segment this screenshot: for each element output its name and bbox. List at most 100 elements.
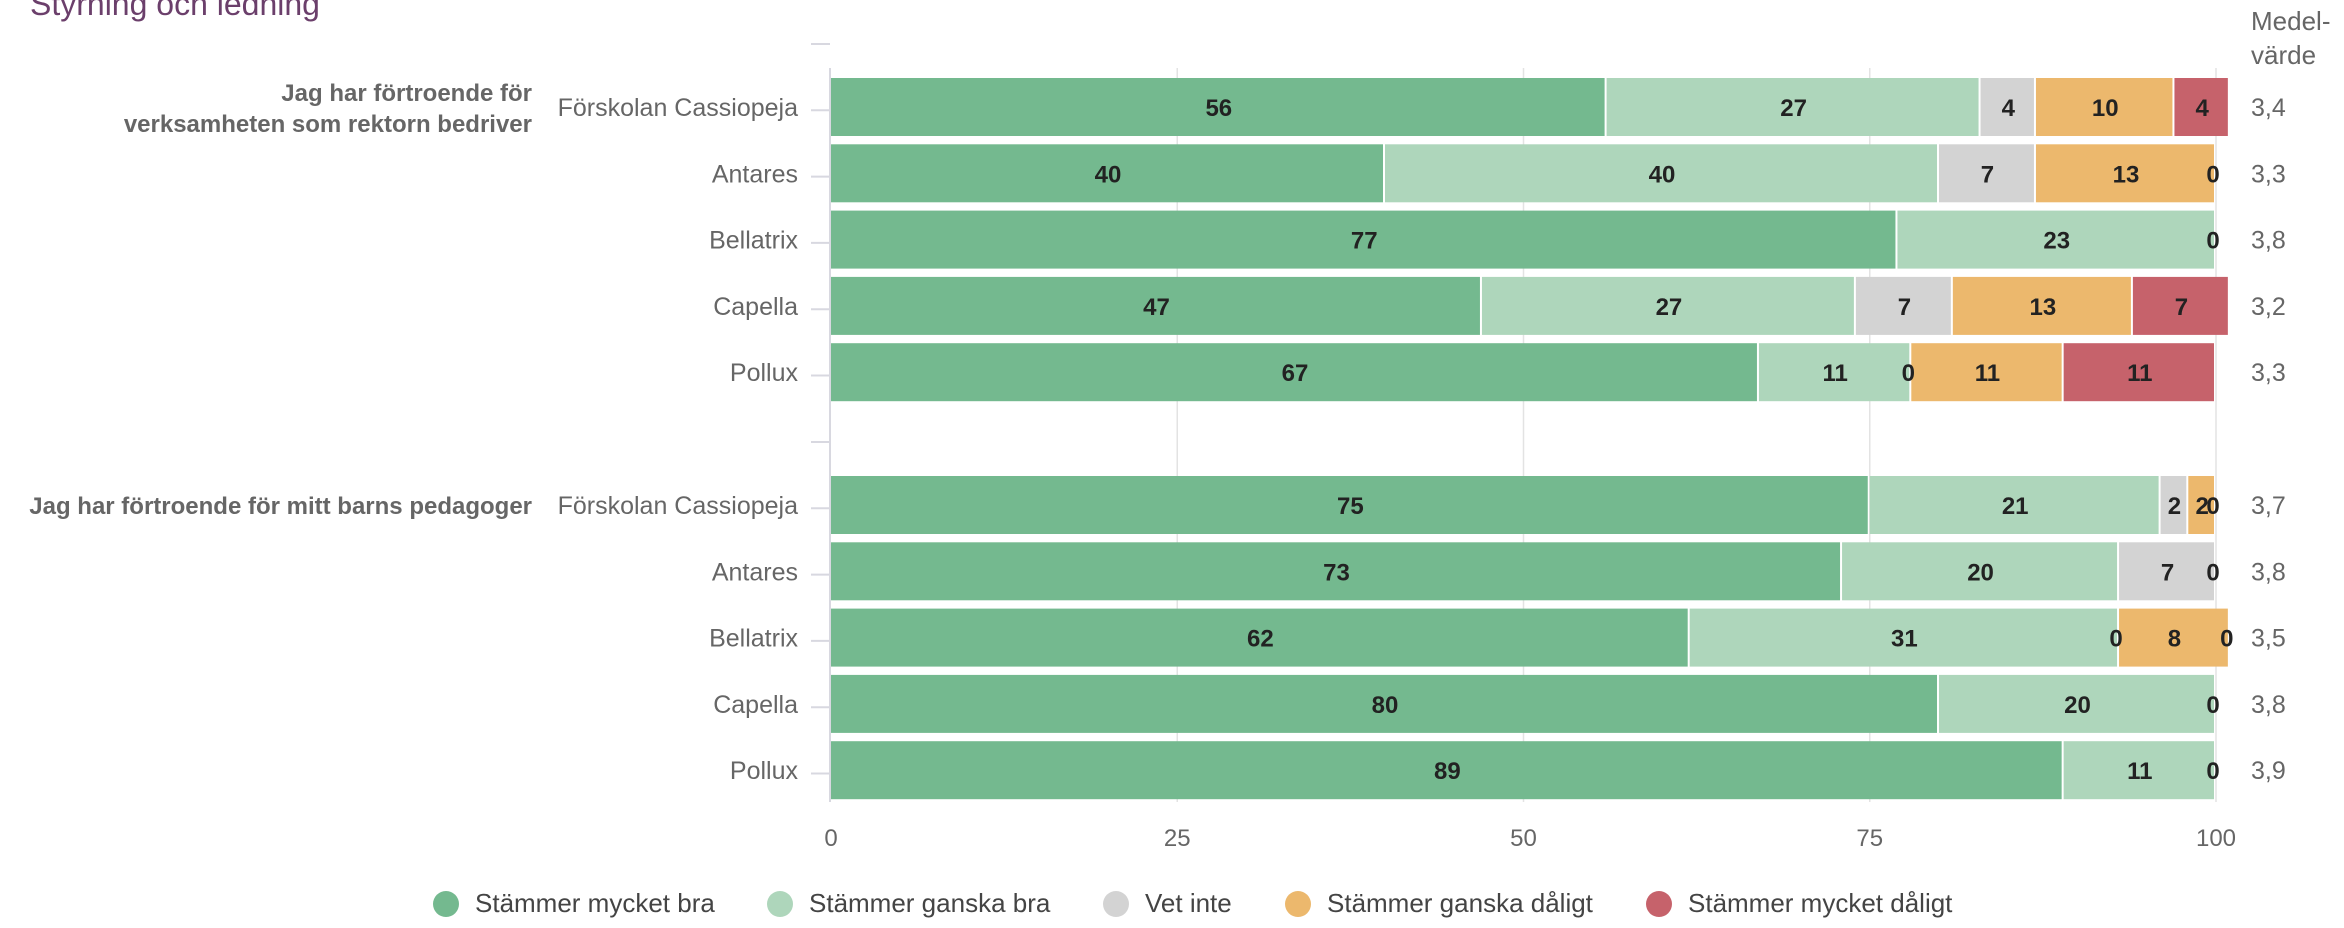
data-label: 20 <box>2064 692 2091 719</box>
mean-value: 3,4 <box>2251 94 2286 122</box>
data-label: 23 <box>2043 228 2070 255</box>
data-label: 8 <box>2168 626 2181 653</box>
data-label: 62 <box>1247 626 1274 653</box>
data-label: 0 <box>2206 228 2219 255</box>
mean-value: 3,8 <box>2251 691 2286 719</box>
row-label: Pollux <box>730 359 799 387</box>
bar-segment <box>1952 276 2131 335</box>
data-label: 0 <box>2109 626 2122 653</box>
bar-segment <box>2188 476 2214 534</box>
bar-segment <box>831 741 2062 800</box>
data-label: 4 <box>2195 95 2209 122</box>
data-label: 2 <box>2195 493 2208 520</box>
data-label: 0 <box>2206 559 2219 586</box>
data-label: 80 <box>1372 692 1399 719</box>
legend-item-vet-inte[interactable]: Vet inte <box>1103 888 1232 919</box>
data-label: 0 <box>2206 161 2219 188</box>
legend-item-ganska-bra[interactable]: Stämmer ganska bra <box>767 888 1050 919</box>
bar-segment <box>2160 476 2187 534</box>
data-label: 11 <box>1822 360 1847 387</box>
bar-segment <box>831 144 1383 203</box>
data-label: 0 <box>1902 360 1915 387</box>
x-tick-label: 100 <box>2196 825 2236 852</box>
row-label: Antares <box>712 558 798 586</box>
data-label: 11 <box>2127 758 2152 785</box>
data-label: 11 <box>2127 360 2152 387</box>
mean-value: 3,8 <box>2251 558 2286 586</box>
data-label: 7 <box>2175 294 2188 321</box>
data-label: 7 <box>2161 559 2174 586</box>
bar-segment <box>1606 78 1979 136</box>
row-label: Bellatrix <box>709 625 798 653</box>
bar-segment <box>1939 674 2214 733</box>
x-tick-label: 25 <box>1164 825 1191 852</box>
row-label: Förskolan Cassiopeja <box>558 492 798 520</box>
legend-item-mycket-daligt[interactable]: Stämmer mycket dåligt <box>1646 888 1952 919</box>
bar-segment <box>1869 476 2159 534</box>
bar-segment <box>1385 144 1937 203</box>
data-label: 0 <box>2220 626 2233 653</box>
data-label: 75 <box>1337 493 1364 520</box>
mean-value: 3,7 <box>2251 492 2286 520</box>
bar-segment <box>1855 276 1951 335</box>
bar-segment <box>1481 276 1854 335</box>
bar-segment <box>831 210 1896 269</box>
data-label: 77 <box>1351 228 1378 255</box>
chart-legend: Stämmer mycket bra Stämmer ganska bra Ve… <box>0 888 2344 928</box>
legend-swatch-vet-inte <box>1103 890 1129 917</box>
legend-label: Stämmer mycket bra <box>475 888 715 918</box>
mean-value: 3,9 <box>2251 757 2286 785</box>
bar-segment <box>1911 343 2062 402</box>
legend-item-ganska-daligt[interactable]: Stämmer ganska dåligt <box>1285 888 1593 919</box>
bar-segment <box>1897 210 2214 269</box>
bar-segment <box>831 276 1480 335</box>
mean-value: 3,3 <box>2251 160 2286 188</box>
bar-segment <box>2119 608 2228 667</box>
mean-value: 3,3 <box>2251 359 2286 387</box>
bar-segment <box>2035 144 2214 203</box>
legend-label: Stämmer ganska dåligt <box>1327 888 1593 918</box>
data-label: 27 <box>1656 294 1683 321</box>
bar-segment <box>2035 78 2173 136</box>
bar-segment <box>1980 78 2034 136</box>
mean-value: 3,2 <box>2251 293 2286 321</box>
legend-swatch-ganska-daligt <box>1285 890 1311 917</box>
row-label: Pollux <box>730 757 799 785</box>
bar-segment <box>2119 542 2214 601</box>
data-label: 2 <box>2168 493 2181 520</box>
bar-segment <box>831 542 1841 601</box>
data-label: 31 <box>1891 626 1918 653</box>
x-tick-label: 75 <box>1856 825 1883 852</box>
legend-label: Vet inte <box>1145 888 1232 918</box>
row-label: Bellatrix <box>709 227 798 255</box>
mean-header-line1: Medel- <box>2251 6 2331 36</box>
question-label: Jag har förtroende för <box>281 80 532 107</box>
mean-value: 3,8 <box>2251 227 2286 255</box>
data-label: 13 <box>2030 294 2057 321</box>
question-label: verksamheten som rektorn bedriver <box>124 111 532 138</box>
data-label: 73 <box>1323 559 1350 586</box>
mean-column-header: Medel- värde <box>2251 4 2331 72</box>
data-label: 4 <box>2002 95 2016 122</box>
data-label: 56 <box>1205 95 1232 122</box>
mean-value: 3,5 <box>2251 625 2286 653</box>
data-label: 21 <box>2002 493 2029 520</box>
legend-label: Stämmer ganska bra <box>809 888 1051 918</box>
bar-segment <box>831 674 1937 733</box>
legend-label: Stämmer mycket dåligt <box>1688 888 1953 918</box>
bar-segment <box>2174 78 2228 136</box>
bar-segment <box>831 343 1757 402</box>
bar-segment <box>1689 608 2118 667</box>
x-tick-label: 0 <box>824 825 837 852</box>
row-label: Capella <box>713 691 798 719</box>
legend-item-mycket-bra[interactable]: Stämmer mycket bra <box>433 888 715 919</box>
data-label: 0 <box>2206 758 2219 785</box>
bar-segment <box>831 476 1868 534</box>
mean-header-line2: värde <box>2251 40 2317 70</box>
data-label: 0 <box>2206 493 2219 520</box>
data-label: 20 <box>1967 559 1994 586</box>
data-label: 11 <box>1975 360 2000 387</box>
question-label: Jag har förtroende för mitt barns pedago… <box>29 493 532 520</box>
bar-segment <box>831 608 1688 667</box>
